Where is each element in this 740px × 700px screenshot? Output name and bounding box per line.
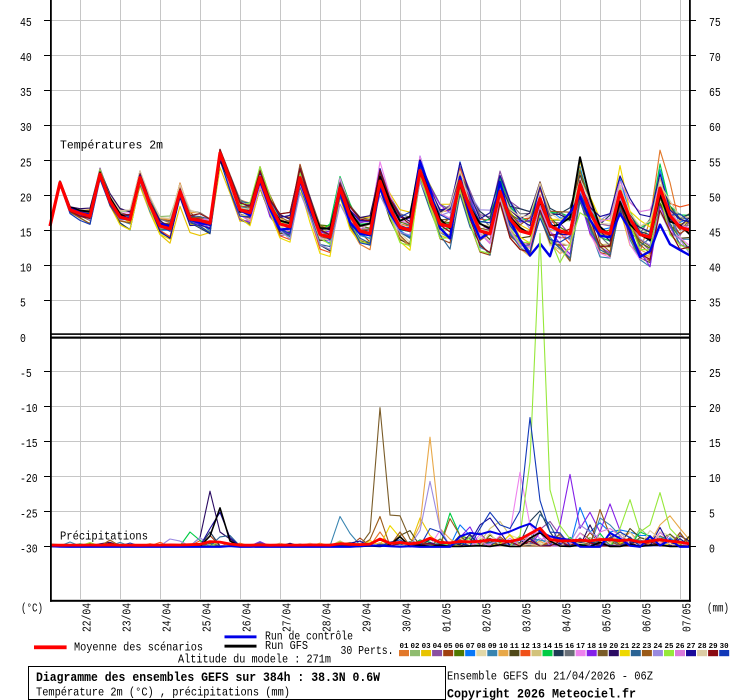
svg-text:03: 03 (422, 643, 431, 651)
svg-text:(mm): (mm) (707, 603, 729, 616)
svg-text:30: 30 (709, 333, 721, 346)
svg-text:26/04: 26/04 (242, 603, 255, 632)
svg-text:30 Perts.: 30 Perts. (341, 644, 394, 658)
svg-text:-10: -10 (20, 403, 38, 416)
svg-text:04/05: 04/05 (562, 603, 575, 632)
svg-text:15: 15 (554, 643, 563, 651)
svg-text:10: 10 (499, 643, 508, 651)
svg-text:29: 29 (709, 643, 718, 651)
svg-text:35: 35 (20, 87, 32, 100)
svg-text:27/04: 27/04 (282, 603, 295, 632)
svg-text:04: 04 (433, 643, 442, 651)
svg-text:-30: -30 (20, 543, 38, 556)
svg-text:06: 06 (455, 643, 464, 651)
svg-text:Moyenne des scénarios: Moyenne des scénarios (74, 641, 203, 655)
svg-text:14: 14 (543, 643, 552, 651)
svg-text:06/05: 06/05 (642, 603, 655, 632)
svg-text:18: 18 (587, 643, 596, 651)
svg-text:-25: -25 (20, 508, 38, 521)
svg-text:22: 22 (631, 643, 640, 651)
svg-text:16: 16 (565, 643, 574, 651)
svg-text:25: 25 (20, 157, 32, 170)
svg-text:07/05: 07/05 (682, 603, 695, 632)
svg-text:24/04: 24/04 (162, 603, 175, 632)
svg-text:09: 09 (488, 643, 497, 651)
svg-text:29/04: 29/04 (362, 603, 375, 632)
svg-text:35: 35 (709, 298, 721, 311)
svg-text:Température 2m (°C) , précipit: Température 2m (°C) , précipitations (mm… (36, 686, 290, 700)
svg-text:24: 24 (653, 643, 662, 651)
svg-text:02/05: 02/05 (482, 603, 495, 632)
svg-text:75: 75 (709, 17, 721, 30)
svg-text:60: 60 (709, 122, 721, 135)
svg-text:01: 01 (400, 643, 409, 651)
svg-text:40: 40 (20, 52, 32, 65)
svg-text:30: 30 (20, 122, 32, 135)
svg-text:20: 20 (20, 192, 32, 205)
svg-text:21: 21 (620, 643, 629, 651)
svg-text:Précipitations: Précipitations (60, 530, 148, 544)
svg-text:10: 10 (709, 473, 721, 486)
svg-text:15: 15 (709, 438, 721, 451)
svg-text:20: 20 (709, 403, 721, 416)
svg-text:20: 20 (609, 643, 618, 651)
svg-text:-15: -15 (20, 438, 38, 451)
svg-text:65: 65 (709, 87, 721, 100)
svg-text:Températures 2m: Températures 2m (60, 139, 163, 153)
svg-text:13: 13 (532, 643, 541, 651)
svg-text:19: 19 (598, 643, 607, 651)
svg-text:08: 08 (477, 643, 486, 651)
svg-text:Altitude du modele : 271m: Altitude du modele : 271m (178, 653, 331, 667)
svg-text:23/04: 23/04 (122, 603, 135, 632)
svg-text:23: 23 (642, 643, 651, 651)
svg-text:15: 15 (20, 228, 32, 241)
svg-text:(°C): (°C) (21, 603, 43, 616)
svg-text:27: 27 (687, 643, 696, 651)
svg-text:07: 07 (466, 643, 475, 651)
svg-text:28/04: 28/04 (322, 603, 335, 632)
svg-text:40: 40 (709, 263, 721, 276)
svg-text:Copyright 2026 Meteociel.fr: Copyright 2026 Meteociel.fr (447, 687, 636, 700)
svg-text:30/04: 30/04 (402, 603, 415, 632)
svg-text:10: 10 (20, 263, 32, 276)
svg-text:Ensemble GEFS du 21/04/2026 -: Ensemble GEFS du 21/04/2026 - 06Z (447, 670, 653, 684)
svg-text:Run de contrôle: Run de contrôle (265, 630, 353, 644)
svg-text:30: 30 (720, 643, 729, 651)
svg-text:12: 12 (521, 643, 530, 651)
svg-text:45: 45 (20, 17, 32, 30)
svg-text:02: 02 (411, 643, 420, 651)
svg-text:25: 25 (664, 643, 673, 651)
svg-text:5: 5 (709, 508, 715, 521)
svg-text:17: 17 (576, 643, 585, 651)
svg-text:70: 70 (709, 52, 721, 65)
svg-text:Run GFS: Run GFS (265, 639, 308, 653)
svg-text:Diagramme des ensembles GEFS s: Diagramme des ensembles GEFS sur 384h : … (36, 670, 380, 685)
svg-text:28: 28 (698, 643, 707, 651)
svg-text:50: 50 (709, 192, 721, 205)
svg-text:25/04: 25/04 (202, 603, 215, 632)
svg-text:22/04: 22/04 (82, 603, 95, 632)
svg-text:0: 0 (709, 543, 715, 556)
svg-text:0: 0 (20, 333, 26, 346)
svg-text:01/05: 01/05 (442, 603, 455, 632)
svg-text:-5: -5 (20, 368, 32, 381)
svg-text:05: 05 (444, 643, 453, 651)
svg-text:03/05: 03/05 (522, 603, 535, 632)
svg-text:05/05: 05/05 (602, 603, 615, 632)
svg-text:25: 25 (709, 368, 721, 381)
svg-text:5: 5 (20, 298, 26, 311)
svg-text:55: 55 (709, 157, 721, 170)
svg-text:11: 11 (510, 643, 519, 651)
svg-text:-20: -20 (20, 473, 38, 486)
svg-text:45: 45 (709, 228, 721, 241)
svg-text:26: 26 (676, 643, 685, 651)
